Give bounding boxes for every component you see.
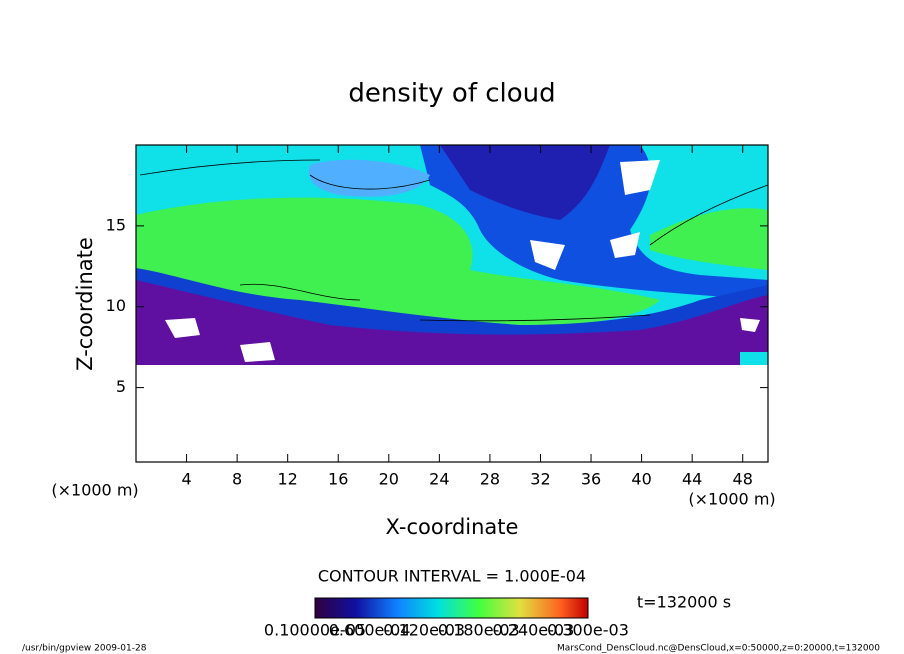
footer-right: MarsCond_DensCloud.nc@DensCloud,x=0:5000… (557, 644, 880, 654)
x-tick-label: 40 (631, 470, 651, 489)
x-tick-label: 4 (181, 470, 191, 489)
x-axis-label: X-coordinate (386, 515, 519, 539)
x-tick-label: 16 (328, 470, 348, 489)
plot-frame (135, 144, 769, 463)
x-tick-label: 8 (232, 470, 242, 489)
y-tick-label: 15 (106, 215, 126, 234)
y-tick-label: 5 (116, 377, 126, 396)
colorbar (314, 597, 589, 619)
colorbar-label: 0.180e-03 (438, 621, 520, 640)
time-label: t=132000 s (637, 593, 731, 612)
x-tick-label: 36 (581, 470, 601, 489)
colorbar-label: 0.10000e-05 (264, 621, 366, 640)
footer-left: /usr/bin/gpview 2009-01-28 (22, 644, 147, 654)
colorbar-label: 0.120e-03 (383, 621, 465, 640)
y-axis-label: Z-coordinate (73, 237, 97, 371)
x-tick-label: 44 (682, 470, 702, 489)
y-unit: (×1000 m) (51, 481, 138, 500)
x-tick-label: 20 (379, 470, 399, 489)
x-tick-label: 32 (530, 470, 550, 489)
field (136, 145, 768, 365)
x-tick-label: 24 (429, 470, 449, 489)
x-tick-label: 28 (480, 470, 500, 489)
colorbar-label: 0.240e-03 (493, 621, 575, 640)
colorbar-label: 0.300e-03 (547, 621, 629, 640)
colorbar-label: 0.600e-04 (329, 621, 411, 640)
x-tick-label: 12 (278, 470, 298, 489)
x-tick-label: 48 (733, 470, 753, 489)
y-tick-label: 10 (106, 296, 126, 315)
contour-interval: CONTOUR INTERVAL = 1.000E-04 (318, 567, 586, 586)
chart-title: density of cloud (348, 79, 555, 109)
x-unit: (×1000 m) (688, 490, 775, 509)
